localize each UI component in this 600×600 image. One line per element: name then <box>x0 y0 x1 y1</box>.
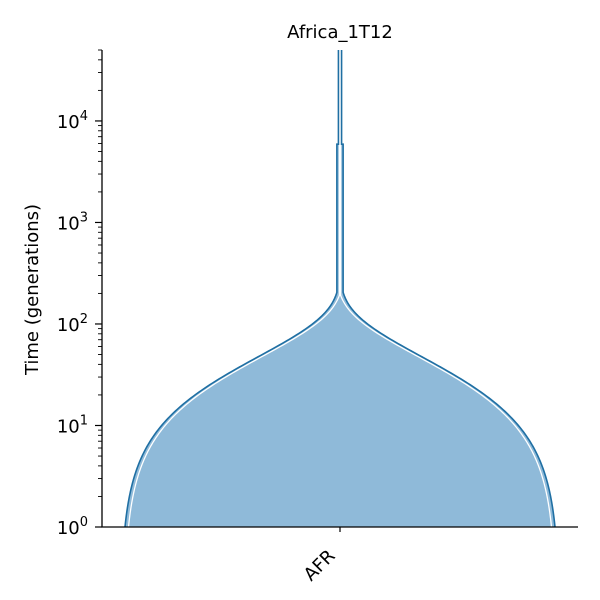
y-tick-label: 101 <box>57 413 88 437</box>
y-tick-label: 102 <box>57 312 88 336</box>
y-ticks: 100 101 102 103 104 <box>57 49 102 539</box>
y-tick-label: 103 <box>57 210 88 234</box>
x-tick-labels: AFR <box>300 527 341 586</box>
deme-outline <box>124 50 556 528</box>
plot-area <box>124 50 556 528</box>
y-axis: 100 101 102 103 104 <box>57 49 103 539</box>
x-tick-label-afr: AFR <box>300 546 340 586</box>
y-tick-label: 100 <box>57 515 88 539</box>
deme-inner-outline <box>127 50 553 528</box>
y-axis-label: Time (generations) <box>22 204 43 376</box>
y-tick-label: 104 <box>57 109 88 133</box>
chart-title: Africa_1T12 <box>287 22 393 43</box>
x-axis: AFR <box>101 526 578 586</box>
